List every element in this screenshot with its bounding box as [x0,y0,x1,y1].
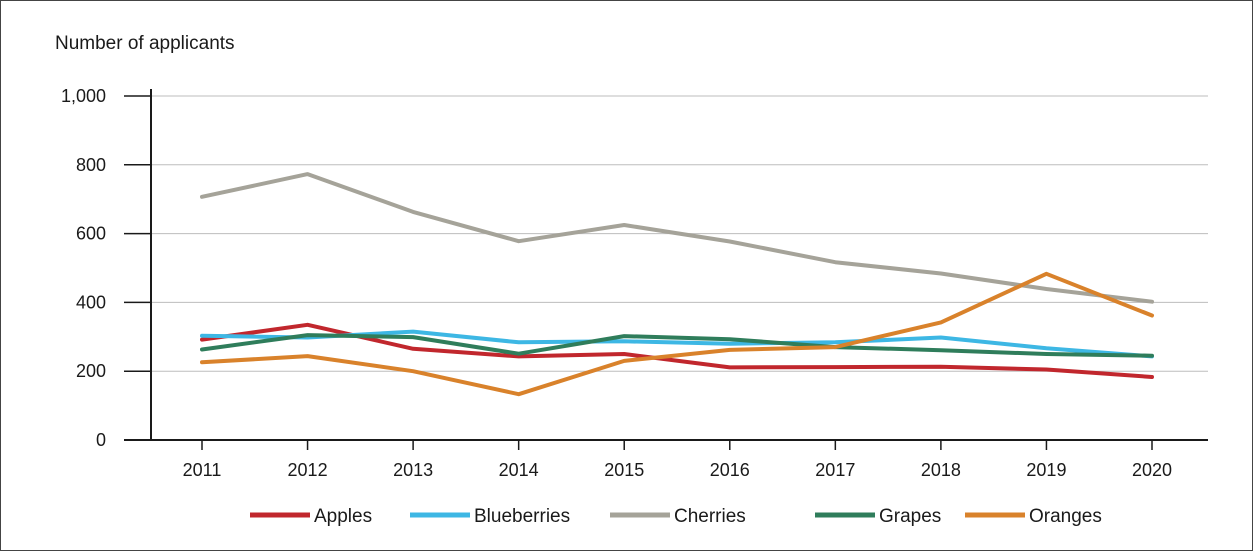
x-tick-label: 2018 [921,460,961,480]
legend-label: Blueberries [474,506,570,527]
x-tick-label: 2011 [183,460,222,480]
x-tick-label: 2015 [604,460,644,480]
legend-item-cherries: Cherries [610,506,746,527]
x-tick-label: 2016 [710,460,750,480]
series-line-grapes [200,333,1154,358]
legend-item-blueberries: Blueberries [410,506,570,527]
legend-label: Cherries [674,506,746,527]
series-lines [200,172,1154,397]
series-line-oranges [200,271,1154,397]
y-axis-ticks: 0 200 400 600 800 1,000 [61,86,151,450]
y-tick-label: 400 [76,292,106,312]
y-tick-label: 200 [76,361,106,381]
axes [124,89,1208,441]
legend-label: Oranges [1029,506,1102,527]
y-tick-label: 600 [76,224,106,244]
y-tick-label: 1,000 [61,86,106,106]
y-tick-label: 0 [96,430,106,450]
x-tick-label: 2019 [1026,460,1066,480]
x-tick-label: 2013 [393,460,433,480]
x-tick-label: 2017 [815,460,855,480]
x-tick-label: 2014 [499,460,539,480]
legend-item-oranges: Oranges [965,506,1102,527]
legend: Apples Blueberries Cherries Grapes Oranges [250,506,1102,527]
legend-item-grapes: Grapes [815,506,941,527]
series-line-cherries [200,172,1154,304]
legend-label: Grapes [879,506,941,527]
y-axis-title: Number of applicants [55,33,235,54]
legend-label: Apples [314,506,372,527]
x-tick-label: 2012 [288,460,328,480]
y-tick-label: 800 [76,155,106,175]
x-tick-label: 2020 [1132,460,1172,480]
x-axis-ticks: 2011 2012 2013 2014 2015 2016 2017 2018 2019 2020 [183,440,1172,480]
legend-item-apples: Apples [250,506,372,527]
